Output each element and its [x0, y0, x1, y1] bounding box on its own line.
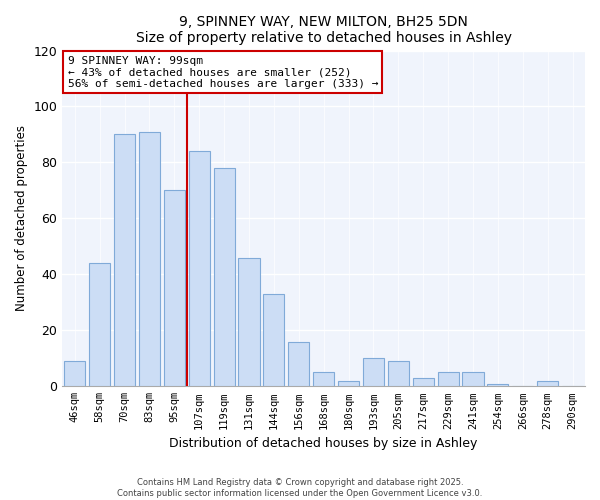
- Bar: [214, 168, 235, 386]
- Text: Contains HM Land Registry data © Crown copyright and database right 2025.
Contai: Contains HM Land Registry data © Crown c…: [118, 478, 482, 498]
- Bar: [437, 372, 458, 386]
- Bar: [413, 378, 434, 386]
- Bar: [388, 361, 409, 386]
- X-axis label: Distribution of detached houses by size in Ashley: Distribution of detached houses by size …: [169, 437, 478, 450]
- Bar: [114, 134, 135, 386]
- Bar: [64, 361, 85, 386]
- Bar: [313, 372, 334, 386]
- Bar: [89, 263, 110, 386]
- Bar: [537, 380, 558, 386]
- Bar: [164, 190, 185, 386]
- Bar: [288, 342, 310, 386]
- Bar: [188, 152, 210, 386]
- Bar: [238, 258, 260, 386]
- Bar: [487, 384, 508, 386]
- Bar: [139, 132, 160, 386]
- Bar: [463, 372, 484, 386]
- Bar: [263, 294, 284, 386]
- Bar: [363, 358, 384, 386]
- Y-axis label: Number of detached properties: Number of detached properties: [15, 126, 28, 312]
- Text: 9 SPINNEY WAY: 99sqm
← 43% of detached houses are smaller (252)
56% of semi-deta: 9 SPINNEY WAY: 99sqm ← 43% of detached h…: [68, 56, 378, 89]
- Bar: [338, 380, 359, 386]
- Title: 9, SPINNEY WAY, NEW MILTON, BH25 5DN
Size of property relative to detached house: 9, SPINNEY WAY, NEW MILTON, BH25 5DN Siz…: [136, 15, 512, 45]
